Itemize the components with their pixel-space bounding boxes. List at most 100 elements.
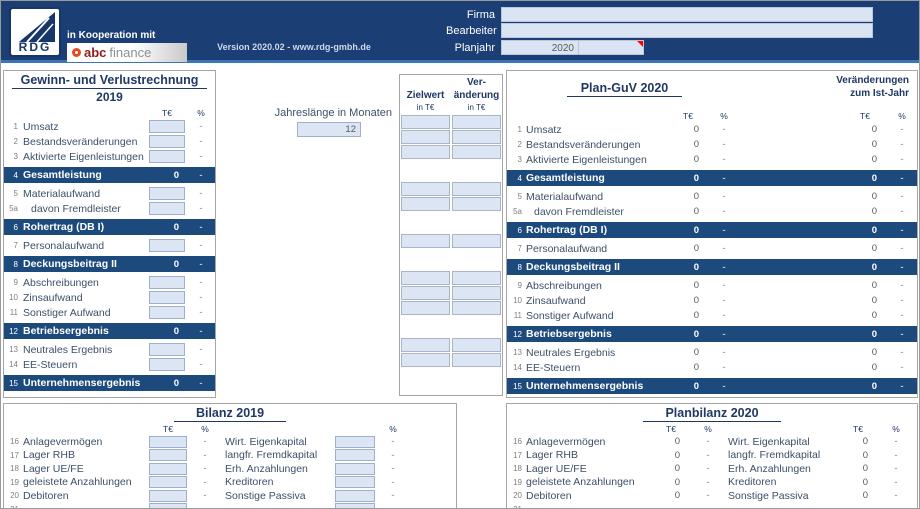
jahreslaenge-input[interactable]: 12 (297, 122, 361, 137)
te-input-cell[interactable] (149, 306, 185, 319)
aktiva-input-cell[interactable] (149, 489, 187, 502)
bilanz-row: 16 Anlagevermögen - Wirt. Eigenkapital - (4, 435, 456, 449)
te-input-cell[interactable] (149, 150, 185, 163)
header-bar: RDG in Kooperation mit abc finance Versio… (1, 1, 919, 63)
zielwert-input-cell[interactable] (401, 145, 450, 159)
row-number: 11 (513, 311, 522, 320)
te-total-value: 0 (173, 377, 179, 389)
te-total-value: 0 (173, 258, 179, 270)
pct-value: - (199, 277, 203, 288)
passiva-pct-value: - (391, 490, 395, 502)
row-label: Bestandsveränderungen (526, 138, 641, 151)
aktiva-input-cell[interactable] (149, 449, 187, 462)
veraenderung-input-cell[interactable] (452, 353, 501, 367)
aktiva-input-cell[interactable] (149, 462, 187, 475)
te-input-cell[interactable] (149, 120, 185, 133)
veraenderung-input-cell[interactable] (452, 286, 501, 300)
te-input-cell[interactable] (149, 202, 185, 215)
delta-te-value: 0 (871, 347, 877, 358)
pct-value: - (722, 243, 726, 254)
planjahr-comment-cell[interactable] (579, 40, 644, 55)
te-value: 0 (693, 224, 699, 236)
veraenderung-input-cell[interactable] (452, 182, 501, 196)
te-input-cell[interactable] (149, 291, 185, 304)
aktiva-label: Debitoren (526, 489, 572, 502)
zielwert-row (400, 248, 502, 270)
pct-value: - (722, 139, 726, 150)
zielwert-input-cell[interactable] (401, 130, 450, 144)
pct-value: - (199, 258, 203, 270)
te-input-cell[interactable] (149, 135, 185, 148)
te-input-cell[interactable] (149, 343, 185, 356)
aktiva-input-cell[interactable] (149, 503, 187, 508)
veraenderung-input-cell[interactable] (452, 338, 501, 352)
veraenderung-input-cell[interactable] (452, 145, 501, 159)
aktiva-pct-value: - (203, 490, 207, 502)
row-number: 3 (13, 152, 18, 161)
te-header: T€ (666, 423, 676, 434)
row-number: 5a (9, 204, 18, 213)
row-label: Sonstiger Aufwand (526, 309, 614, 322)
passiva-pct-header: % (389, 423, 397, 434)
passiva-label: Erh. Anzahlungen (728, 462, 811, 475)
aktiva-input-cell[interactable] (149, 435, 187, 448)
guv-2019-title: Gewinn- und Verlustrechnung (4, 71, 215, 89)
zielwert-input-cell[interactable] (401, 353, 450, 367)
veraenderung-input-cell[interactable] (452, 130, 501, 144)
row-number: 18 (513, 464, 522, 474)
zielwert-input-cell[interactable] (401, 197, 450, 211)
guv-row: 6 Rohertrag (DB I) 0 - (4, 219, 215, 235)
veraenderung-input-cell[interactable] (452, 234, 501, 248)
zielwert-row (400, 211, 502, 233)
zielwert-input-cell[interactable] (401, 301, 450, 315)
delta-pct-value: - (900, 295, 904, 306)
row-number: 12 (9, 326, 18, 336)
passiva-input-cell[interactable] (335, 476, 375, 489)
passiva-input-cell[interactable] (335, 503, 375, 508)
te-input-cell[interactable] (149, 276, 185, 289)
passiva-input-cell[interactable] (335, 435, 375, 448)
aktiva-input-cell[interactable] (149, 476, 187, 489)
passiva-input-cell[interactable] (335, 449, 375, 462)
te-value: 0 (693, 206, 699, 217)
te-value: 0 (693, 154, 699, 165)
zielwert-input-cell[interactable] (401, 271, 450, 285)
passiva-input-cell[interactable] (335, 462, 375, 475)
zielwert-row (400, 367, 502, 389)
passiva-label: Sonstige Passiva (225, 489, 306, 502)
zielwert-input-cell[interactable] (401, 115, 450, 129)
row-label: Materialaufwand (526, 190, 604, 203)
delta-pct-value: - (900, 280, 904, 291)
te-header: T€ (163, 423, 173, 434)
zielwert-input-cell[interactable] (401, 182, 450, 196)
zielwert-input-cell[interactable] (401, 338, 450, 352)
zielwert-input-cell[interactable] (401, 286, 450, 300)
firma-input[interactable] (501, 7, 873, 22)
plan-guv-row: 10 Zinsaufwand 0 - 0 - (507, 293, 917, 308)
passiva-input-cell[interactable] (335, 489, 375, 502)
veraenderung-input-cell[interactable] (452, 271, 501, 285)
aktiva-te-value: 0 (674, 436, 680, 448)
row-label: Neutrales Ergebnis (23, 343, 113, 356)
planjahr-input[interactable]: 2020 (501, 40, 579, 55)
veraenderung-input-cell[interactable] (452, 197, 501, 211)
guv-2019-column-header: T€ % (4, 106, 215, 119)
delta-pct-value: - (900, 380, 904, 392)
row-label: Abschreibungen (23, 276, 99, 289)
veraenderung-header-line1: Ver- (467, 77, 486, 88)
te-input-cell[interactable] (149, 358, 185, 371)
te-value: 0 (693, 172, 699, 184)
veraenderung-input-cell[interactable] (452, 115, 501, 129)
aktiva-label: Anlagevermögen (23, 435, 103, 448)
plan-guv-column-header: T€ % T€ % (507, 109, 917, 122)
guv-row: 9 Abschreibungen - (4, 275, 215, 290)
delta-pct-value: - (900, 328, 904, 340)
veraenderung-input-cell[interactable] (452, 301, 501, 315)
te-input-cell[interactable] (149, 187, 185, 200)
row-number: 10 (9, 293, 18, 302)
pct-value: - (199, 151, 203, 162)
te-input-cell[interactable] (149, 239, 185, 252)
bearbeiter-input[interactable] (501, 23, 873, 38)
zielwert-input-cell[interactable] (401, 234, 450, 248)
